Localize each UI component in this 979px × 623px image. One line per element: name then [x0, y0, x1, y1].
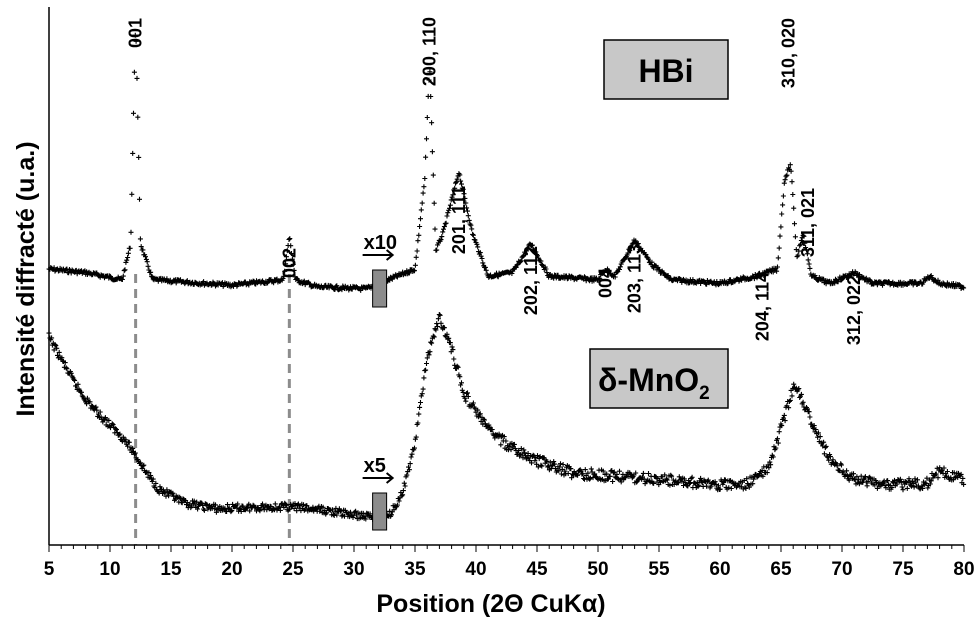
series-mno2 — [46, 312, 967, 524]
peak-label: 203, 113 — [625, 244, 645, 313]
x-tick-label: 55 — [648, 559, 670, 580]
hbi-label-box — [603, 39, 729, 100]
peak-label: 310, 020 — [778, 18, 798, 88]
x-tick-label: 10 — [99, 559, 120, 580]
x-tick-label: 30 — [343, 559, 364, 580]
x-tick-label: 45 — [526, 559, 548, 580]
hbi-label: HBi — [638, 53, 693, 89]
x-tick-label: 15 — [160, 559, 182, 580]
peak-label: 200, 110 — [420, 17, 440, 86]
y-axis-title: Intensité diffracté (u.a.) — [12, 141, 40, 416]
peak-label: 201, 111 — [449, 186, 469, 254]
peak-label: 001 — [126, 18, 146, 48]
x-axis-title: Position (2Θ CuKα) — [376, 590, 605, 618]
scale-break-marker-1 — [372, 269, 388, 308]
x-tick-label: 50 — [587, 559, 608, 580]
peak-label: 202, 112 — [521, 246, 541, 315]
scale-arrow-1 — [362, 249, 395, 261]
peak-label: 002 — [279, 248, 299, 278]
x-tick-label: 40 — [465, 559, 486, 580]
x-axis: 5 10 15 20 25 30 35 40 45 50 55 60 65 70 75 80 Position … — [12, 7, 975, 618]
scale-factor-label-2: x5 — [364, 455, 386, 477]
series-markers — [46, 32, 967, 293]
scale-break-marker-2 — [372, 492, 388, 531]
mno2-label-box — [589, 348, 729, 409]
x-tick-label: 35 — [404, 559, 426, 580]
peak-label: 311, 021 — [798, 188, 818, 257]
x-tick-label: 80 — [953, 559, 974, 580]
x-tick-label: 60 — [709, 559, 730, 580]
x-tick-label: 5 — [44, 559, 55, 580]
series-hbi — [46, 32, 967, 293]
peak-label: 204, 114 — [753, 272, 773, 341]
x-tick-label: 20 — [221, 559, 242, 580]
x-tick-label: 75 — [892, 559, 914, 580]
mno2-label: δ-MnO2 — [598, 362, 710, 404]
x-tick-label: 25 — [282, 559, 304, 580]
x-tick-label: 65 — [770, 559, 792, 580]
scale-factor-label-1: x10 — [364, 232, 397, 254]
peak-label: 312, 022 — [844, 275, 864, 345]
scale-arrow-2 — [362, 472, 395, 484]
series-markers — [46, 312, 967, 524]
x-tick-label: 70 — [831, 559, 852, 580]
peak-label: 004 — [595, 268, 615, 298]
plot-area — [46, 32, 967, 545]
annotations: x10 x5 001 002 200, 110 201, 111 202, 112 004 20… — [126, 17, 864, 531]
